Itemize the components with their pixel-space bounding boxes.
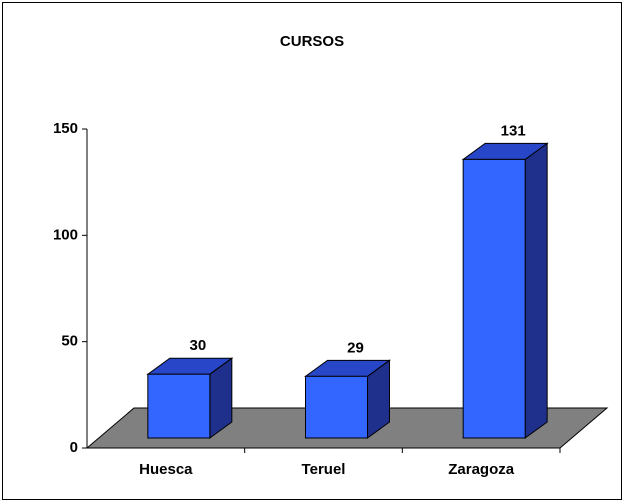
y-tick-label: 100 [53,226,78,243]
x-tick-label: Teruel [302,461,346,478]
chart-title: CURSOS [280,33,344,50]
value-label: 131 [501,122,526,139]
y-tick-label: 0 [70,439,78,456]
value-label: 30 [189,337,206,354]
bar [462,158,526,439]
bar [147,373,211,439]
x-tick-label: Huesca [139,461,193,478]
bar-side [524,142,548,439]
y-tick-label: 150 [53,120,78,137]
y-tick-label: 50 [61,333,78,350]
x-tick-label: Zaragoza [448,461,515,478]
bar [305,375,368,439]
value-label: 29 [347,339,364,356]
